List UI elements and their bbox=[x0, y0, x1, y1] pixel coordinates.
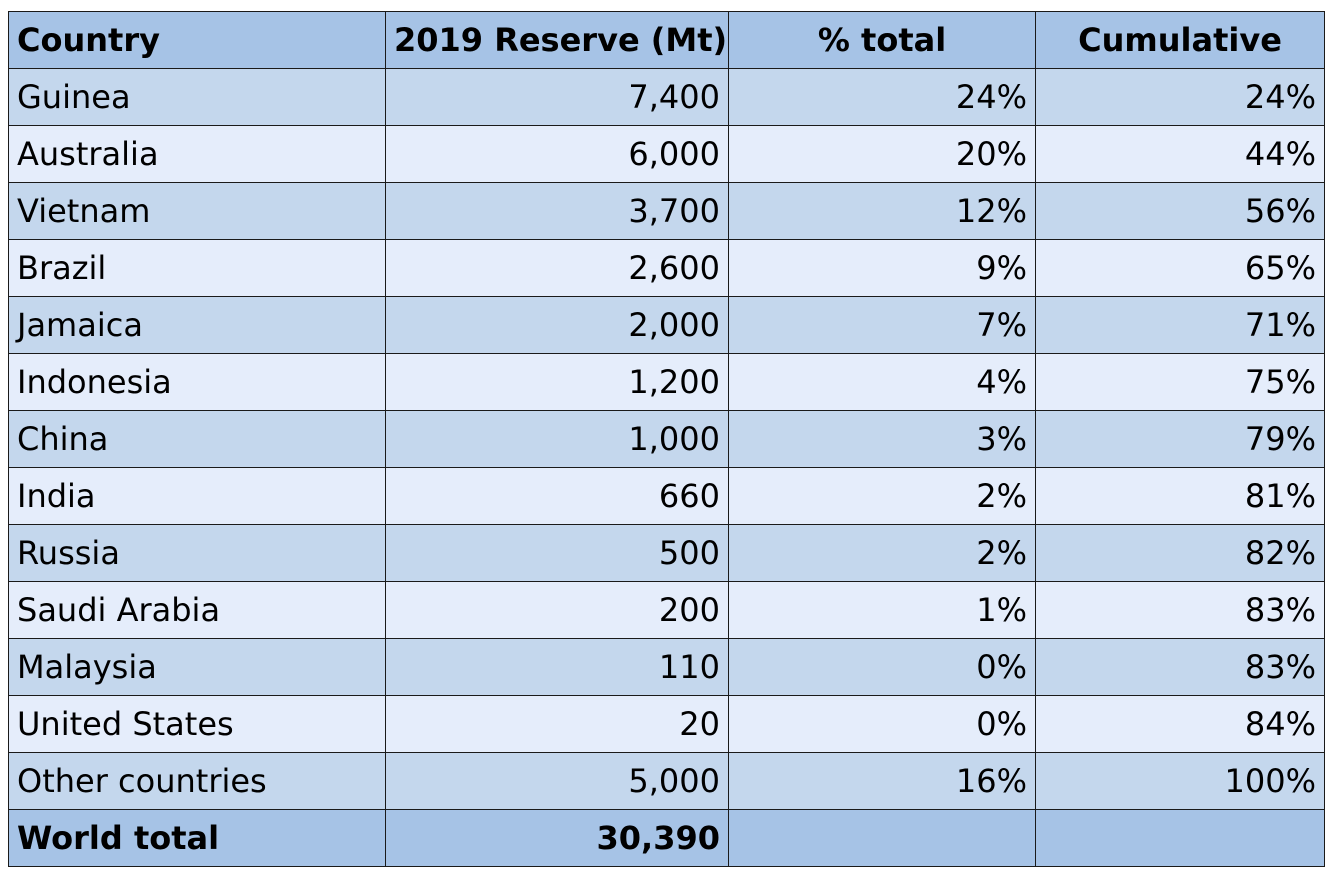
table-cell: United States bbox=[8, 695, 386, 753]
table-cell: 83% bbox=[1035, 581, 1325, 639]
table-cell: 71% bbox=[1035, 296, 1325, 354]
data-row: United States 20 0% 84% bbox=[8, 695, 1325, 753]
table-cell: Country bbox=[8, 11, 386, 69]
table-cell: World total bbox=[8, 809, 386, 867]
table-cell: 1,000 bbox=[385, 410, 729, 468]
data-row: India 660 2% 81% bbox=[8, 467, 1325, 525]
table-cell: 1% bbox=[728, 581, 1036, 639]
table-cell: 0% bbox=[728, 695, 1036, 753]
table-cell: 20 bbox=[385, 695, 729, 753]
table-cell: 2% bbox=[728, 524, 1036, 582]
data-row: Australia 6,000 20% 44% bbox=[8, 125, 1325, 183]
table-cell: 200 bbox=[385, 581, 729, 639]
table-cell: 500 bbox=[385, 524, 729, 582]
table-cell: 2% bbox=[728, 467, 1036, 525]
table-cell: 24% bbox=[1035, 68, 1325, 126]
table-cell: 75% bbox=[1035, 353, 1325, 411]
table-cell: 110 bbox=[385, 638, 729, 696]
table-cell: 100% bbox=[1035, 752, 1325, 810]
table-cell: 7% bbox=[728, 296, 1036, 354]
data-row: China 1,000 3% 79% bbox=[8, 410, 1325, 468]
table-cell: 79% bbox=[1035, 410, 1325, 468]
data-row: Jamaica 2,000 7% 71% bbox=[8, 296, 1325, 354]
data-row: Guinea 7,400 24% 24% bbox=[8, 68, 1325, 126]
table-cell: 9% bbox=[728, 239, 1036, 297]
table-cell: 56% bbox=[1035, 182, 1325, 240]
table-cell: Other countries bbox=[8, 752, 386, 810]
table-cell: Cumulative bbox=[1035, 11, 1325, 69]
table-cell: Saudi Arabia bbox=[8, 581, 386, 639]
table-cell: 660 bbox=[385, 467, 729, 525]
data-row: Vietnam 3,700 12% 56% bbox=[8, 182, 1325, 240]
table-cell: China bbox=[8, 410, 386, 468]
total-row: World total 30,390 bbox=[8, 809, 1325, 867]
table-cell: 2,600 bbox=[385, 239, 729, 297]
table-cell: 12% bbox=[728, 182, 1036, 240]
table-cell: 3,700 bbox=[385, 182, 729, 240]
table-cell: 6,000 bbox=[385, 125, 729, 183]
table-cell: Russia bbox=[8, 524, 386, 582]
table-cell: 16% bbox=[728, 752, 1036, 810]
table-cell: 4% bbox=[728, 353, 1036, 411]
table-cell: Guinea bbox=[8, 68, 386, 126]
table-cell: Jamaica bbox=[8, 296, 386, 354]
table-cell: 44% bbox=[1035, 125, 1325, 183]
data-row: Other countries 5,000 16% 100% bbox=[8, 752, 1325, 810]
table-cell: India bbox=[8, 467, 386, 525]
table-cell: 7,400 bbox=[385, 68, 729, 126]
table-cell: Vietnam bbox=[8, 182, 386, 240]
table-cell: 65% bbox=[1035, 239, 1325, 297]
table-cell: 2019 Reserve (Mt) bbox=[385, 11, 729, 69]
data-row: Brazil 2,600 9% 65% bbox=[8, 239, 1325, 297]
data-row: Russia 500 2% 82% bbox=[8, 524, 1325, 582]
table-cell: 2,000 bbox=[385, 296, 729, 354]
table-cell: 5,000 bbox=[385, 752, 729, 810]
table-cell: % total bbox=[728, 11, 1036, 69]
table-cell bbox=[728, 809, 1036, 867]
header-row: Country 2019 Reserve (Mt)% total Cumulativ… bbox=[8, 11, 1325, 69]
table-cell: 81% bbox=[1035, 467, 1325, 525]
table-cell: 82% bbox=[1035, 524, 1325, 582]
table-cell: 1,200 bbox=[385, 353, 729, 411]
table-cell: 84% bbox=[1035, 695, 1325, 753]
data-row: Saudi Arabia 200 1% 83% bbox=[8, 581, 1325, 639]
data-row: Indonesia 1,200 4% 75% bbox=[8, 353, 1325, 411]
reserve-table: Country 2019 Reserve (Mt)% total Cumulativ… bbox=[8, 11, 1325, 867]
table-cell: Australia bbox=[8, 125, 386, 183]
table-cell: Malaysia bbox=[8, 638, 386, 696]
table-cell: 3% bbox=[728, 410, 1036, 468]
table-cell: Indonesia bbox=[8, 353, 386, 411]
table-cell: 0% bbox=[728, 638, 1036, 696]
data-row: Malaysia 110 0% 83% bbox=[8, 638, 1325, 696]
table-cell: 30,390 bbox=[385, 809, 729, 867]
table-cell: 83% bbox=[1035, 638, 1325, 696]
table-cell bbox=[1035, 809, 1325, 867]
table-cell: 24% bbox=[728, 68, 1036, 126]
table-cell: 20% bbox=[728, 125, 1036, 183]
table-cell: Brazil bbox=[8, 239, 386, 297]
